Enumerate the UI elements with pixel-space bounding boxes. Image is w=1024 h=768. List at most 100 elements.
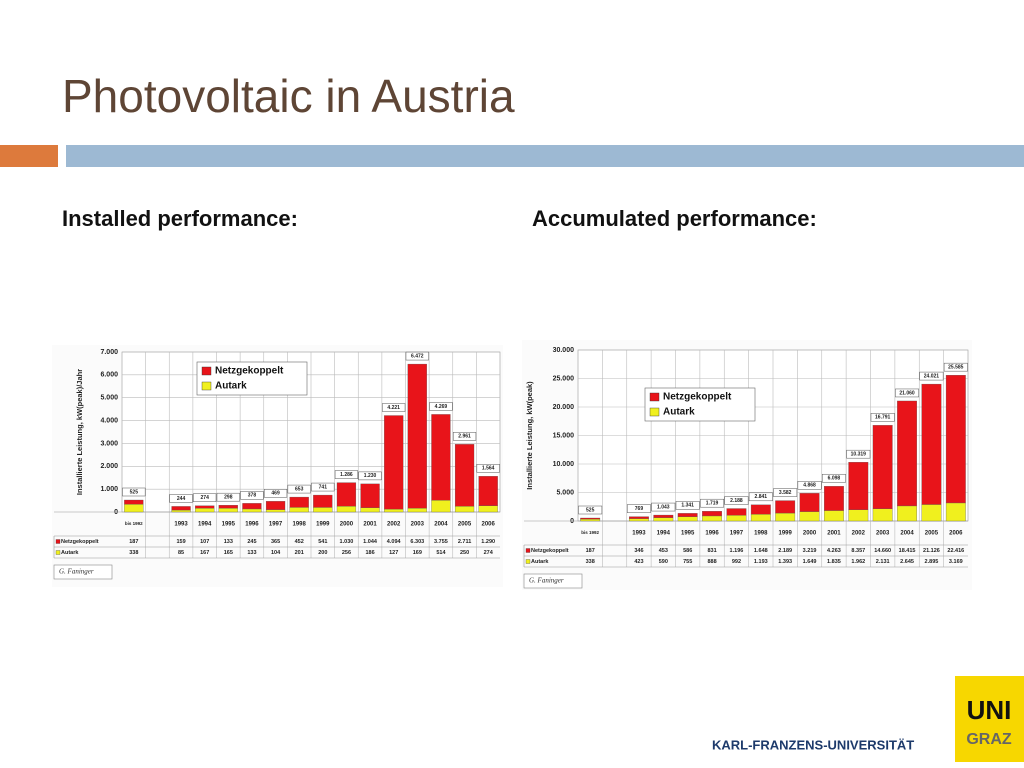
legend-box [644, 387, 756, 422]
table-value: 1.648 [754, 548, 768, 554]
table-value: 274 [484, 550, 494, 556]
y-tick-label: 3.000 [100, 440, 118, 447]
bar-segment [195, 505, 215, 509]
table-value: 8.357 [851, 548, 865, 554]
total-label: 4.269 [435, 404, 448, 410]
y-tick-label: 20.000 [553, 404, 575, 411]
table-value: 2.189 [778, 548, 792, 554]
bar-segment [289, 496, 309, 508]
bar-segment [750, 504, 771, 515]
table-value: 423 [634, 559, 643, 565]
table-value: 755 [683, 559, 692, 565]
total-label: 274 [201, 495, 210, 501]
header-bar [66, 145, 1024, 167]
total-box [358, 471, 382, 481]
total-label: 25.585 [948, 364, 964, 370]
total-box [122, 487, 146, 497]
x-tick-label: bis 1992 [125, 521, 143, 526]
table-value: 992 [732, 559, 741, 565]
table-value: 104 [271, 550, 281, 556]
table-value: 2.645 [900, 559, 914, 565]
bar-segment [897, 400, 917, 507]
source-label: G. Faninger [59, 568, 94, 576]
table-value: 1.290 [481, 539, 495, 545]
total-label: 1.719 [706, 501, 719, 507]
total-box [651, 502, 676, 512]
x-tick-label: 2004 [900, 531, 914, 537]
bar-segment [242, 508, 262, 513]
x-tick-label: 2000 [340, 522, 354, 528]
bar-segment [702, 515, 722, 522]
table-value: 2.131 [876, 559, 890, 565]
table-value: 169 [413, 550, 422, 556]
total-box [240, 491, 264, 500]
bar-segment [921, 504, 942, 522]
bar-segment [407, 507, 427, 513]
total-box [797, 481, 822, 490]
x-tick-label: 2006 [949, 531, 963, 537]
chart-heading: Accumulated performance: [532, 206, 817, 231]
bar-segment [726, 508, 747, 516]
y-tick-label: 2.000 [100, 463, 118, 470]
bar-segment [431, 500, 451, 513]
table-value: 1.044 [363, 539, 378, 545]
table-value: 3.169 [949, 559, 963, 565]
legend-label: Autark [215, 381, 247, 392]
table-value: 187 [129, 539, 138, 545]
bar-segment [629, 518, 649, 522]
table-value: 133 [224, 539, 233, 545]
bar-segment [289, 507, 309, 513]
bar-segment [242, 503, 262, 510]
bar-segment [454, 506, 475, 513]
total-box [193, 493, 217, 502]
total-label: 6.472 [411, 353, 424, 359]
source-label: G. Faninger [529, 577, 564, 585]
legend-label: Autark [663, 407, 695, 418]
x-tick-label: 1995 [681, 531, 695, 537]
bar-segment [653, 517, 674, 522]
bar-segment [313, 494, 333, 508]
bar-segment [799, 493, 820, 512]
table-value: 3.755 [434, 539, 448, 545]
table-value: 18.415 [899, 548, 916, 554]
bar-segment [848, 509, 869, 522]
total-label: 4.868 [803, 483, 816, 489]
y-tick-label: 5.000 [556, 489, 574, 496]
total-label: 1.043 [657, 504, 670, 510]
legend-swatch [201, 366, 212, 376]
table-value: 1.196 [730, 548, 744, 554]
logo-graz: GRAZ [966, 731, 1012, 748]
bar-segment [265, 501, 286, 510]
source-box [53, 564, 113, 580]
legend-box [196, 361, 308, 396]
x-tick-label: 2006 [482, 522, 496, 528]
x-tick-label: 2001 [827, 531, 841, 537]
table-value: 338 [586, 559, 595, 565]
total-label: 24.021 [924, 373, 940, 379]
bar-segment [824, 510, 844, 522]
table-value: 2.711 [458, 539, 471, 545]
table-value: 346 [634, 548, 643, 554]
total-box [382, 403, 406, 412]
total-box [943, 362, 968, 372]
bar-segment [384, 508, 404, 513]
bar-segment [171, 509, 191, 513]
x-tick-label: 1995 [222, 522, 236, 528]
x-tick-label: 2004 [434, 522, 448, 528]
bar-segment [824, 486, 844, 511]
table-value: 1.030 [340, 539, 354, 545]
table-value: 245 [247, 539, 256, 545]
x-tick-label: 1993 [632, 531, 646, 537]
total-box [700, 498, 725, 508]
total-label: 3.582 [779, 490, 792, 496]
bar-segment [195, 508, 215, 513]
total-label: 6.098 [828, 476, 841, 482]
table-value: 831 [707, 548, 716, 554]
table-value: 200 [318, 550, 327, 556]
total-box [870, 413, 895, 422]
total-box [895, 388, 920, 398]
total-label: 469 [271, 491, 280, 497]
table-value: 186 [365, 550, 374, 556]
